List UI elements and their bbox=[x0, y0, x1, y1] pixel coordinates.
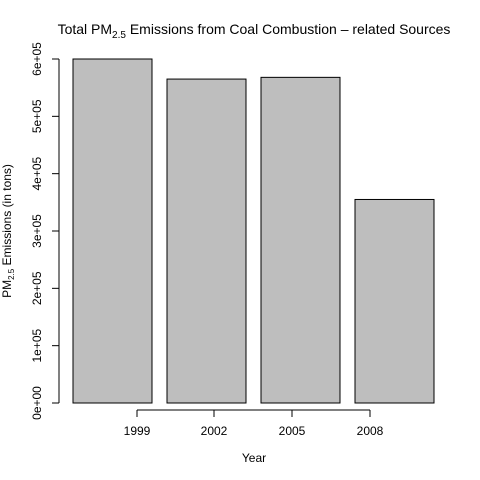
x-tick-label-2002: 2002 bbox=[201, 424, 228, 438]
chart-title-suffix: Emissions from Coal Combustion – related… bbox=[126, 21, 450, 37]
y-tick-label-3: 3e+05 bbox=[30, 214, 44, 248]
bar-2005 bbox=[260, 76, 341, 404]
x-axis-label: Year bbox=[242, 451, 266, 465]
y-tick-label-1: 1e+05 bbox=[30, 328, 44, 362]
x-tick-label-2005: 2005 bbox=[279, 424, 306, 438]
y-axis-label: PM2.5 Emissions (in tons) bbox=[0, 164, 16, 298]
chart-title-subscript: 2.5 bbox=[112, 30, 126, 41]
y-tick-label-4: 4e+05 bbox=[30, 156, 44, 190]
y-axis-label-prefix: PM bbox=[0, 280, 14, 298]
y-tick-label-0: 0e+00 bbox=[30, 386, 44, 420]
y-axis-label-subscript: 2.5 bbox=[7, 268, 16, 280]
x-tick-label-1999: 1999 bbox=[124, 424, 151, 438]
y-tick-label-2: 2e+05 bbox=[30, 271, 44, 305]
y-tick-label-5: 5e+05 bbox=[30, 99, 44, 133]
chart-title: Total PM2.5 Emissions from Coal Combusti… bbox=[58, 21, 451, 41]
y-axis: 0e+00 1e+05 2e+05 3e+05 4e+05 5e+05 6e+05 bbox=[30, 42, 60, 420]
bar-2008 bbox=[354, 198, 435, 404]
x-axis: 1999 2002 2005 2008 bbox=[124, 409, 384, 438]
y-axis-label-suffix: Emissions (in tons) bbox=[0, 164, 14, 269]
x-tick-label-2008: 2008 bbox=[357, 424, 384, 438]
chart-title-prefix: Total PM bbox=[58, 21, 112, 37]
y-tick-label-6: 6e+05 bbox=[30, 42, 44, 76]
bar-2002 bbox=[166, 78, 247, 404]
bar-1999 bbox=[72, 58, 153, 404]
bars-group bbox=[72, 58, 435, 404]
